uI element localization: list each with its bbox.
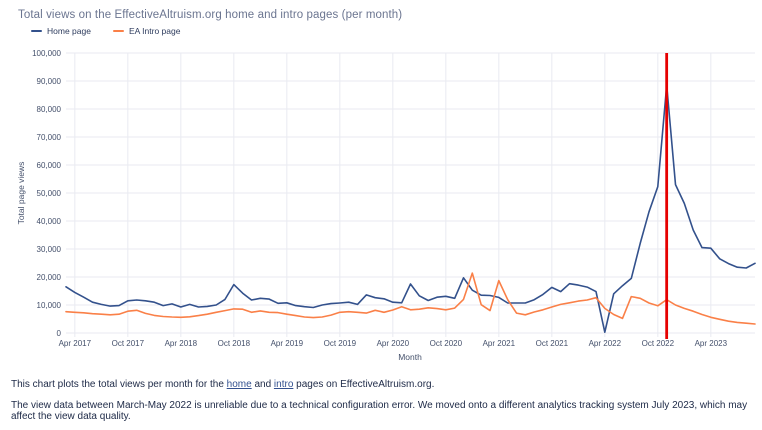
svg-text:60,000: 60,000 [37, 161, 62, 170]
svg-text:Apr 2017: Apr 2017 [59, 339, 92, 348]
svg-text:30,000: 30,000 [37, 245, 62, 254]
svg-text:Apr 2019: Apr 2019 [271, 339, 304, 348]
svg-text:Oct 2018: Oct 2018 [218, 339, 251, 348]
svg-text:Oct 2021: Oct 2021 [536, 339, 569, 348]
footer-description: This chart plots the total views per mon… [11, 379, 754, 390]
legend-label: EA Intro page [128, 26, 181, 36]
svg-text:80,000: 80,000 [37, 105, 62, 114]
line-chart: 0 10,000 20,000 30,000 40,000 50,000 60,000 70,… [16, 49, 756, 362]
ea-intro-page-line-swatch-icon [112, 30, 124, 32]
svg-text:100,000: 100,000 [32, 49, 61, 58]
home-page-line-swatch-icon [31, 30, 42, 32]
svg-text:Oct 2019: Oct 2019 [324, 339, 357, 348]
svg-text:Apr 2018: Apr 2018 [165, 339, 198, 348]
svg-text:Oct 2020: Oct 2020 [430, 339, 463, 348]
svg-text:40,000: 40,000 [37, 217, 62, 226]
svg-text:20,000: 20,000 [37, 273, 62, 282]
footer-text: pages on EffectiveAltruism.org. [293, 379, 435, 390]
y-axis-title: Total page views [16, 162, 26, 225]
x-axis-title: Month [398, 352, 422, 362]
home-page-link[interactable]: home [226, 379, 252, 390]
svg-text:Apr 2021: Apr 2021 [483, 339, 516, 348]
svg-text:Apr 2022: Apr 2022 [589, 339, 622, 348]
svg-text:50,000: 50,000 [37, 189, 62, 198]
footer-text: and [251, 379, 274, 390]
footer-text: This chart plots the total views per mon… [11, 379, 227, 390]
series-line [65, 84, 756, 334]
legend-label: Home page [47, 26, 91, 36]
legend: Home page EA Intro page [31, 26, 180, 36]
gridlines [66, 52, 755, 337]
svg-text:Apr 2020: Apr 2020 [377, 339, 410, 348]
footer-data-quality-note: The view data between March-May 2022 is … [11, 400, 748, 422]
series-lines [65, 53, 756, 339]
svg-text:Oct 2017: Oct 2017 [112, 339, 145, 348]
chart-title: Total views on the EffectiveAltruism.org… [18, 9, 403, 21]
svg-text:90,000: 90,000 [37, 77, 62, 86]
svg-text:10,000: 10,000 [37, 301, 62, 310]
intro-page-link[interactable]: intro [273, 379, 294, 390]
tick-labels: 0 10,000 20,000 30,000 40,000 50,000 60,000 70,… [32, 49, 728, 348]
svg-text:Apr 2023: Apr 2023 [695, 339, 728, 348]
series-line [65, 272, 756, 325]
legend-item-home-page[interactable]: Home page [31, 26, 91, 36]
svg-text:70,000: 70,000 [37, 133, 62, 142]
svg-text:Oct 2022: Oct 2022 [642, 339, 675, 348]
legend-item-ea-intro-page[interactable]: EA Intro page [112, 26, 181, 36]
svg-text:0: 0 [57, 329, 62, 338]
